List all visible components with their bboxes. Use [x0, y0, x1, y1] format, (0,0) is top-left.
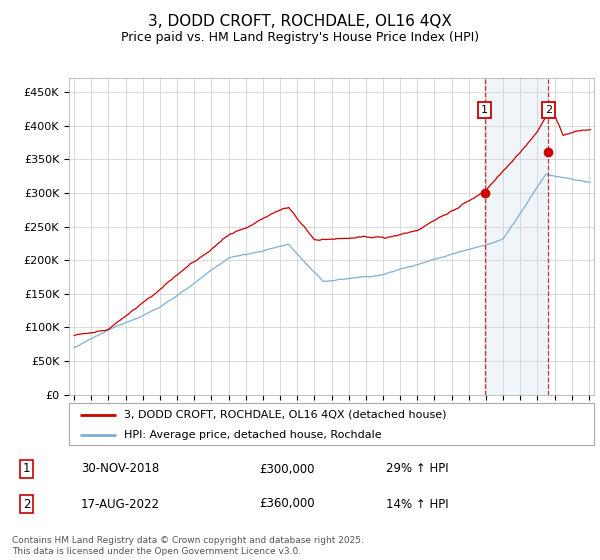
- Text: 1: 1: [23, 463, 30, 475]
- Text: 1: 1: [481, 105, 488, 115]
- Text: Contains HM Land Registry data © Crown copyright and database right 2025.
This d: Contains HM Land Registry data © Crown c…: [12, 536, 364, 556]
- Text: 3, DODD CROFT, ROCHDALE, OL16 4QX: 3, DODD CROFT, ROCHDALE, OL16 4QX: [148, 14, 452, 29]
- Text: £360,000: £360,000: [260, 497, 316, 511]
- Text: 30-NOV-2018: 30-NOV-2018: [81, 463, 160, 475]
- Text: 14% ↑ HPI: 14% ↑ HPI: [386, 497, 449, 511]
- Text: Price paid vs. HM Land Registry's House Price Index (HPI): Price paid vs. HM Land Registry's House …: [121, 31, 479, 44]
- FancyBboxPatch shape: [69, 403, 594, 445]
- Text: HPI: Average price, detached house, Rochdale: HPI: Average price, detached house, Roch…: [124, 430, 382, 440]
- Text: 3, DODD CROFT, ROCHDALE, OL16 4QX (detached house): 3, DODD CROFT, ROCHDALE, OL16 4QX (detac…: [124, 410, 446, 420]
- Text: 17-AUG-2022: 17-AUG-2022: [81, 497, 160, 511]
- Text: 29% ↑ HPI: 29% ↑ HPI: [386, 463, 449, 475]
- Text: £300,000: £300,000: [260, 463, 315, 475]
- Text: 2: 2: [545, 105, 552, 115]
- Text: 2: 2: [23, 497, 30, 511]
- Bar: [485, 78, 548, 395]
